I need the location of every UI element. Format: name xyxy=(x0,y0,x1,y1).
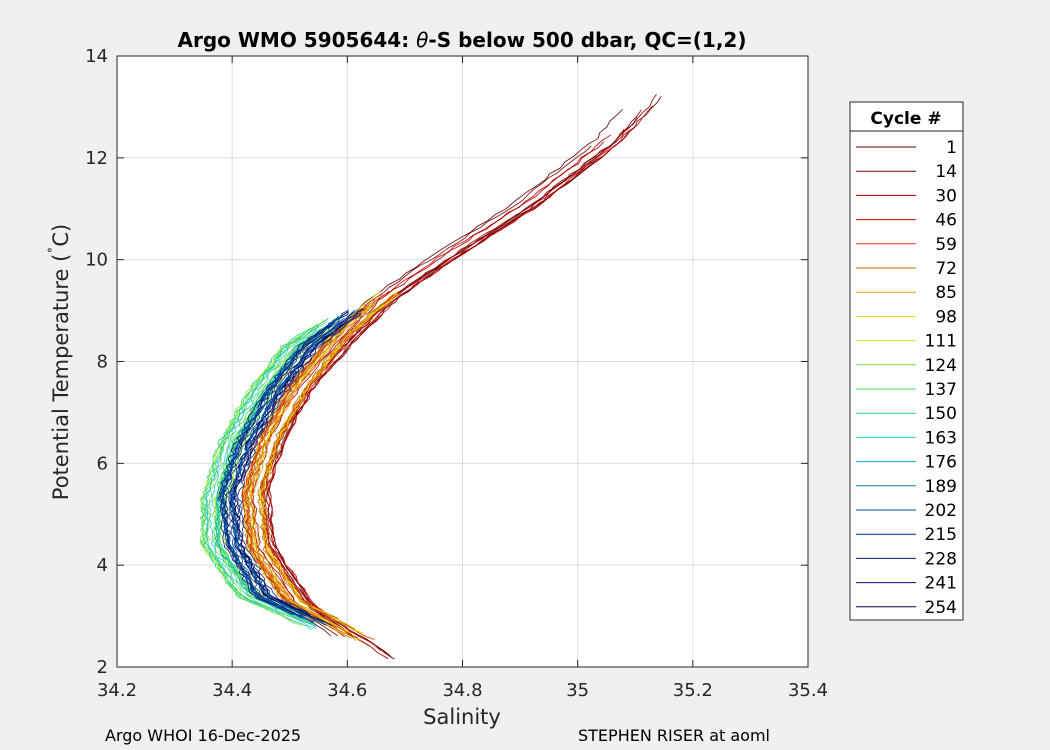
legend-item-label: 241 xyxy=(925,574,957,594)
profile-trace xyxy=(200,327,311,608)
y-tick-label: 10 xyxy=(85,250,108,271)
footer-right: STEPHEN RISER at aoml xyxy=(578,726,770,745)
profile-trace xyxy=(237,312,362,613)
profile-trace xyxy=(246,293,384,635)
profile-trace xyxy=(262,292,401,630)
x-tick-label: 34.6 xyxy=(327,680,367,701)
profile-trace xyxy=(211,315,341,615)
profile-trace xyxy=(202,323,318,613)
profile-trace xyxy=(225,317,345,618)
chart-title: Argo WMO 5905644: θ-S below 500 dbar, QC… xyxy=(178,28,747,52)
profile-trace xyxy=(250,299,378,620)
profile-trace xyxy=(213,334,315,623)
y-tick-label: 12 xyxy=(85,148,108,169)
footer-left: Argo WHOI 16-Dec-2025 xyxy=(105,726,301,745)
x-tick-label: 35.4 xyxy=(788,680,828,701)
legend-title: Cycle # xyxy=(870,109,941,129)
x-tick-label: 34.4 xyxy=(212,680,252,701)
legend: Cycle # 1 14 30 46 59 72 85 98 111 124 137 150 163 17… xyxy=(849,101,964,621)
legend-item-label: 189 xyxy=(925,477,957,497)
legend-item-label: 124 xyxy=(925,356,957,376)
profile-trace xyxy=(259,293,398,637)
legend-item-label: 150 xyxy=(925,404,957,424)
profile-trace xyxy=(217,325,328,616)
profile-traces xyxy=(199,93,662,660)
legend-item-label: 1 xyxy=(946,138,957,158)
legend-item-label: 46 xyxy=(935,211,957,231)
profile-trace xyxy=(232,317,349,627)
legend-item-label: 176 xyxy=(925,453,957,473)
profile-trace xyxy=(243,308,365,629)
profile-trace xyxy=(201,320,325,627)
y-tick-label: 8 xyxy=(97,352,108,373)
x-tick-label: 35 xyxy=(566,680,589,701)
y-tick-label: 2 xyxy=(97,657,108,678)
x-tick-label: 35.2 xyxy=(673,680,713,701)
legend-item-label: 137 xyxy=(925,380,957,400)
x-tick-label: 34.8 xyxy=(442,680,482,701)
profile-trace xyxy=(229,315,351,625)
profile-trace xyxy=(204,324,320,631)
profile-trace xyxy=(221,322,333,619)
legend-item-label: 14 xyxy=(935,162,957,182)
axis-ticks: 34.2 34.4 34.6 34.8 35 35.2 35.4 2 4 6 8 10 12 14 xyxy=(85,46,828,701)
profile-trace xyxy=(213,330,321,628)
legend-box xyxy=(849,101,964,621)
legend-item-label: 215 xyxy=(925,525,957,545)
profile-trace xyxy=(232,324,344,617)
profile-trace xyxy=(268,105,653,656)
profile-trace xyxy=(208,321,327,630)
x-tick-label: 34.2 xyxy=(97,680,137,701)
y-tick-label: 6 xyxy=(97,453,108,474)
legend-item-label: 163 xyxy=(925,428,957,448)
legend-item-label: 202 xyxy=(925,501,957,521)
profile-trace xyxy=(229,308,362,620)
legend-item-label: 111 xyxy=(925,332,957,352)
y-axis-label: Potential Temperature (˚C) xyxy=(47,224,73,500)
legend-item-label: 98 xyxy=(935,307,957,327)
legend-item-label: 228 xyxy=(925,549,957,569)
y-tick-label: 4 xyxy=(97,555,108,576)
profile-trace xyxy=(257,298,390,632)
legend-item-label: 254 xyxy=(925,598,957,618)
legend-item-label: 85 xyxy=(935,283,957,303)
legend-item-label: 59 xyxy=(935,235,957,255)
profile-trace xyxy=(252,141,605,636)
legend-items: 1 14 30 46 59 72 85 98 111 124 137 150 163 176 189 202 2… xyxy=(856,138,957,618)
legend-item-label: 72 xyxy=(935,259,957,279)
y-tick-label: 14 xyxy=(85,46,108,67)
legend-item-label: 30 xyxy=(935,186,957,206)
x-axis-label: Salinity xyxy=(423,705,501,729)
